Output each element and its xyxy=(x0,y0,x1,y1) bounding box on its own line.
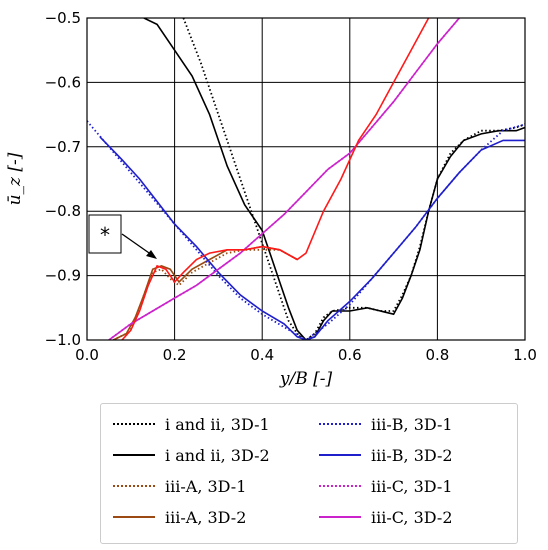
legend-swatch xyxy=(319,485,361,487)
legend-label: iii-A, 3D-2 xyxy=(165,507,247,527)
line-chart: 0.0 0.2 0.4 0.6 0.8 1.0 −0.5 −0.6 −0.7 −0.8 −0.9 −1… xyxy=(5,9,537,389)
series-line-7 xyxy=(108,18,460,340)
x-tick-label: 0.0 xyxy=(75,346,99,364)
legend-item: i and ii, 3D-1 xyxy=(113,412,270,436)
x-tick-label: 1.0 xyxy=(513,346,537,364)
legend-item: i and ii, 3D-2 xyxy=(113,443,270,467)
legend-item: iii-C, 3D-1 xyxy=(319,474,453,498)
legend-item: iii-A, 3D-2 xyxy=(113,505,246,529)
legend-label: i and ii, 3D-2 xyxy=(165,445,270,465)
x-tick-label: 0.2 xyxy=(163,346,187,364)
y-tick-label: −0.5 xyxy=(45,9,81,27)
legend-label: iii-A, 3D-1 xyxy=(165,476,247,496)
legend-item: iii-C, 3D-2 xyxy=(319,505,453,529)
series-line-0 xyxy=(182,18,525,340)
y-tick-label: −0.8 xyxy=(45,202,81,220)
x-tick-label: 0.8 xyxy=(425,346,449,364)
annotation-box xyxy=(88,214,122,254)
x-tick-label: 0.4 xyxy=(250,346,274,364)
y-tick-label: −0.7 xyxy=(45,138,81,156)
y-axis-label: ū_z [-] xyxy=(5,152,25,205)
y-tick-label: −1.0 xyxy=(45,331,81,349)
legend-label: iii-C, 3D-2 xyxy=(371,507,453,527)
y-tick-label: −0.6 xyxy=(45,73,81,91)
legend-label: iii-C, 3D-1 xyxy=(371,476,453,496)
legend-label: i and ii, 3D-1 xyxy=(165,414,270,434)
legend-item: iii-B, 3D-1 xyxy=(319,412,453,436)
series-line-4 xyxy=(87,120,525,340)
series-line-6 xyxy=(108,18,460,340)
series-line-8 xyxy=(121,18,430,340)
plot-frame xyxy=(86,17,526,341)
legend-swatch xyxy=(113,485,155,487)
series-group xyxy=(87,18,525,340)
x-tick-label: 0.6 xyxy=(338,346,362,364)
legend-swatch xyxy=(113,516,155,518)
x-axis-label: y/B [-] xyxy=(279,369,333,389)
legend-label: iii-B, 3D-2 xyxy=(371,445,453,465)
series-line-5 xyxy=(99,136,525,340)
series-line-3 xyxy=(112,245,298,340)
legend-swatch xyxy=(319,454,361,456)
annotation-arrow xyxy=(121,233,153,256)
annotation-arrowhead xyxy=(146,250,157,259)
y-tick-label: −0.9 xyxy=(45,267,81,285)
legend: i and ii, 3D-1 iii-B, 3D-1 i and ii, 3D-2 i… xyxy=(100,403,518,544)
legend-swatch xyxy=(113,423,155,425)
legend-swatch xyxy=(319,516,361,518)
legend-item: iii-B, 3D-2 xyxy=(319,443,453,467)
legend-item: iii-A, 3D-1 xyxy=(113,474,246,498)
series-line-1 xyxy=(143,18,525,340)
legend-swatch xyxy=(113,454,155,456)
legend-swatch xyxy=(319,423,361,425)
annotation-label: * xyxy=(100,223,110,247)
legend-label: iii-B, 3D-1 xyxy=(371,414,453,434)
